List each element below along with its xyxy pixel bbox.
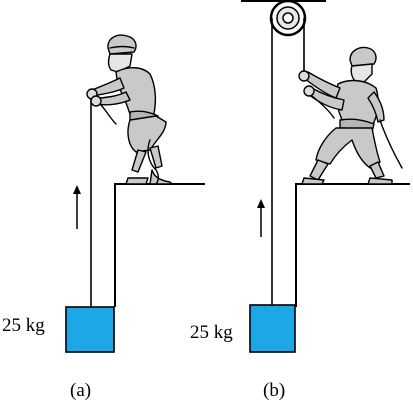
up-arrow-icon xyxy=(257,199,265,237)
ledge-b xyxy=(295,183,410,307)
panel-b xyxy=(241,0,410,353)
panel-a xyxy=(65,34,205,353)
mass-label-b: 25 kg xyxy=(190,322,233,343)
caption-b: (b) xyxy=(263,380,286,401)
person-a-figure xyxy=(86,34,173,185)
mass-block-a xyxy=(65,306,115,353)
pulley-icon xyxy=(269,0,307,37)
up-arrow-icon xyxy=(73,185,81,229)
caption-a: (a) xyxy=(70,380,92,401)
person-b-figure xyxy=(298,46,403,185)
mass-block-b xyxy=(249,304,296,353)
mass-label-a: 25 kg xyxy=(2,315,45,336)
ledge-a xyxy=(114,183,205,307)
